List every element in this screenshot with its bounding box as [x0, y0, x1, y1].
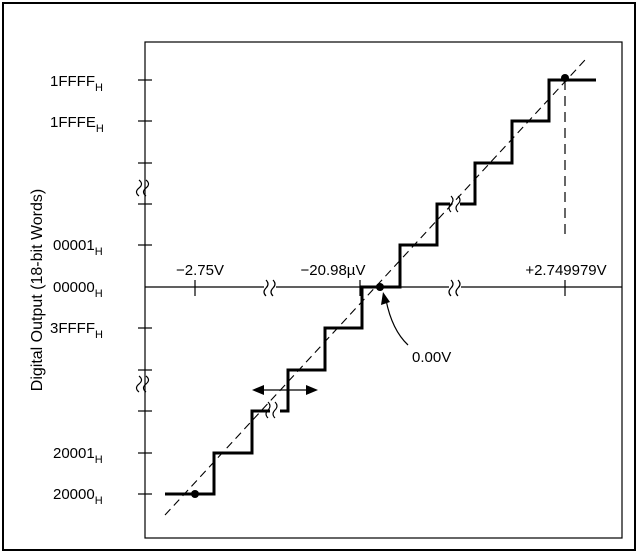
y-tick-label-20001-sub: H [95, 454, 103, 466]
y-tick-label-1ffff-main: 1FFFF [50, 73, 95, 90]
staircase-transfer-function [165, 78, 596, 496]
y-tick-label-20000: 20000H [53, 486, 103, 507]
y-tick-label-1ffff: 1FFFFH [50, 73, 103, 94]
point-zero [376, 283, 384, 291]
y-axis-break-upper [135, 179, 150, 197]
x-tick-label-neg-full-scale: −2.75V [176, 262, 224, 279]
y-tick-label-00000: 00000H [53, 279, 103, 300]
y-tick-label-20000-main: 20000 [53, 486, 95, 503]
x-axis-break-left [263, 279, 276, 297]
y-tick-label-3ffff-sub: H [95, 329, 103, 341]
y-tick-label-1fffe-sub: H [96, 123, 104, 135]
zero-annotation-arrow [385, 299, 409, 346]
y-tick-label-20001-main: 20001 [53, 445, 95, 462]
zero-annotation-label: 0.00V [412, 349, 451, 366]
staircase-break-lower [265, 401, 278, 419]
y-tick-label-3ffff-main: 3FFFF [50, 320, 95, 337]
y-axis-label: Digital Output (18-bit Words) [29, 189, 46, 391]
y-tick-label-00000-sub: H [95, 288, 103, 300]
plot-frame [144, 41, 623, 539]
x-tick-label-pos-full-scale: +2.749979V [525, 262, 606, 279]
y-tick-label-00001-main: 00001 [53, 237, 95, 254]
y-tick-label-1ffff-sub: H [95, 82, 103, 94]
y-tick-label-00001-sub: H [95, 246, 103, 258]
y-tick-label-00001: 00001H [53, 237, 103, 258]
y-axis-ticks [138, 79, 152, 495]
x-axis-break-right [448, 279, 461, 297]
x-tick-label-neg-lsb: −20.98µV [301, 262, 366, 279]
x-axis-ticks [194, 280, 566, 296]
staircase-break-upper [448, 195, 461, 213]
y-tick-label-00000-main: 00000 [53, 279, 95, 296]
point-pos-full-scale [561, 74, 569, 82]
y-tick-label-3ffff: 3FFFFH [50, 320, 103, 341]
code-width-double-arrow [252, 385, 318, 395]
y-tick-label-1fffe-main: 1FFFE [50, 114, 96, 131]
point-neg-full-scale [191, 490, 199, 498]
y-axis-break-lower [135, 375, 150, 393]
y-tick-label-20001: 20001H [53, 445, 103, 466]
y-tick-label-20000-sub: H [95, 495, 103, 507]
y-tick-label-1fffe: 1FFFEH [50, 114, 104, 135]
zero-annotation-arrowhead [381, 292, 390, 305]
